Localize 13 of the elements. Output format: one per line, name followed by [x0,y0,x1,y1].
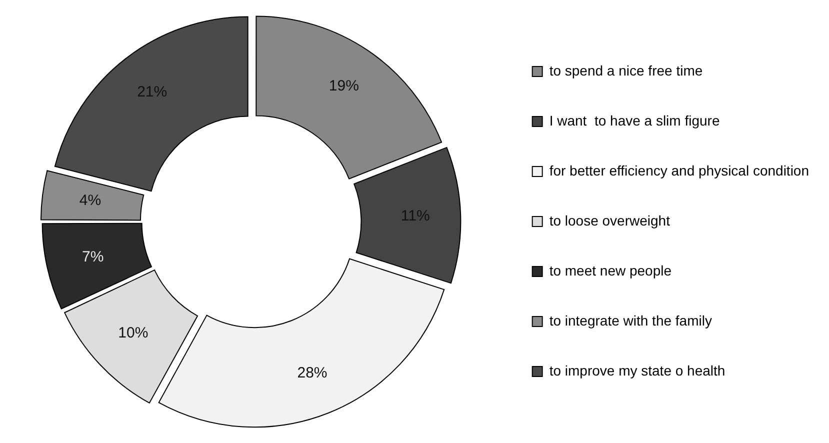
data-label: 4% [79,192,102,210]
legend-label: for better efficiency and physical condition [549,162,809,178]
legend-label: to improve my state o health [549,362,726,378]
legend-label: to integrate with the family [549,312,712,328]
data-label: 21% [137,84,168,101]
data-label: 7% [82,248,104,266]
legend-label: to spend a nice free time [549,62,703,78]
data-label: 10% [118,324,148,342]
legend-label: to loose overweight [549,212,670,228]
legend-label: to meet new people [549,262,672,278]
data-label: 28% [297,364,328,382]
data-label: 19% [328,78,359,95]
legend-label: I want to have a slim figure [549,112,720,128]
